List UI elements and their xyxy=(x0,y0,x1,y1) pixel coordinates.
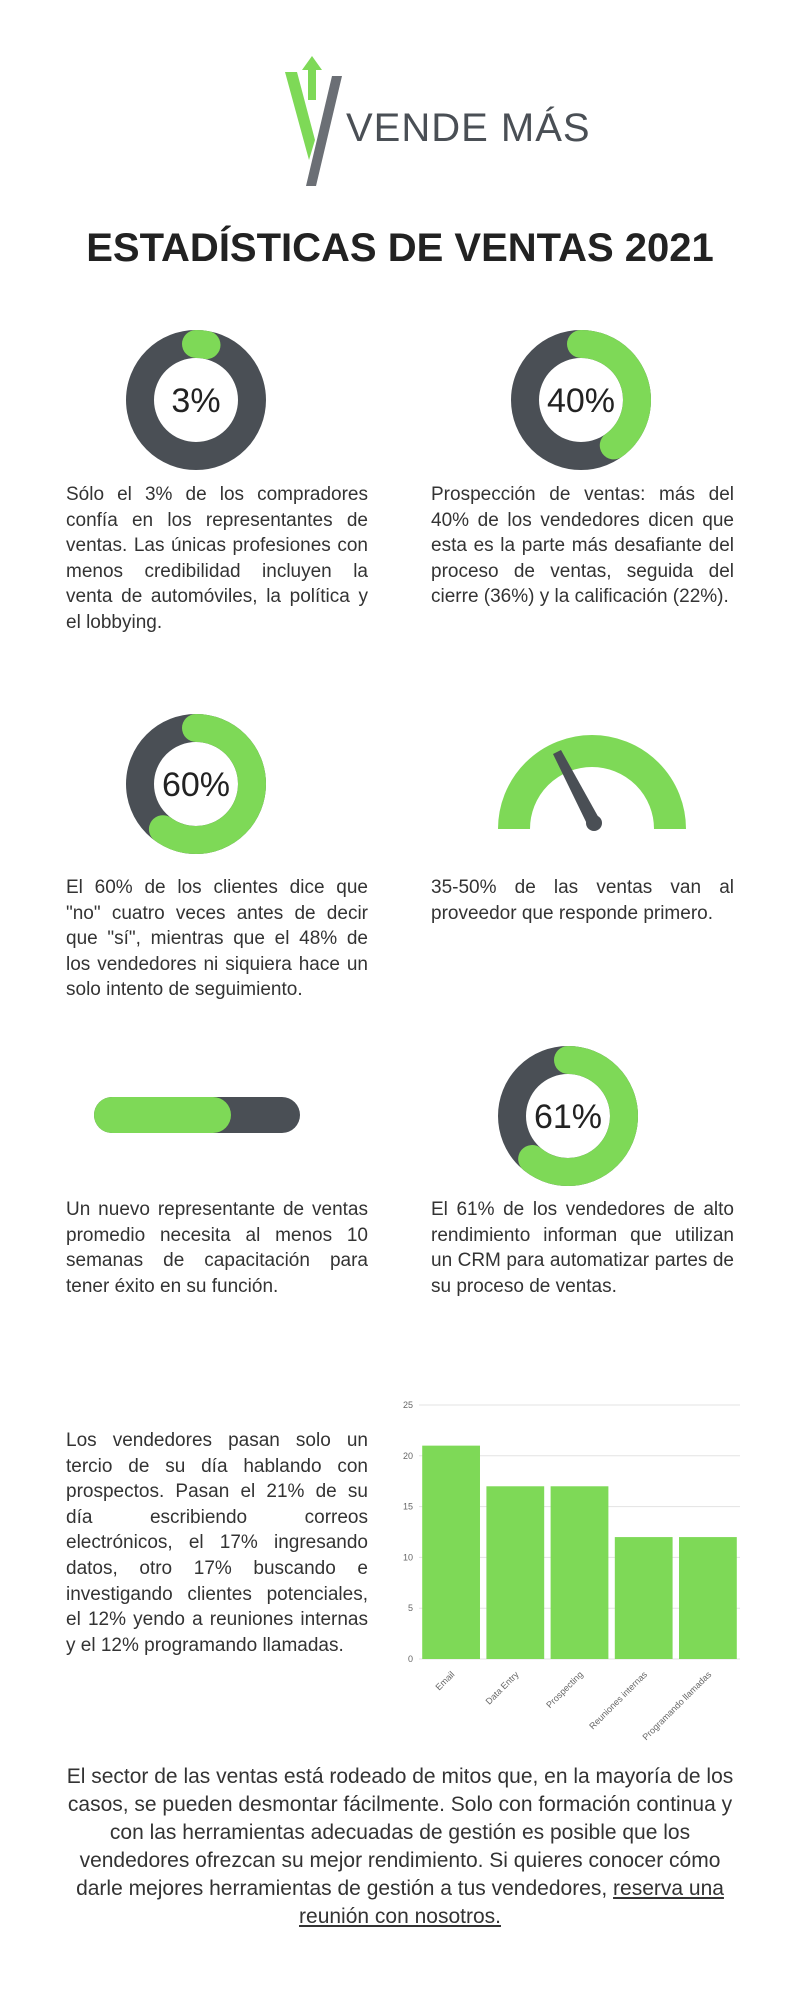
brand: VENDE MÁS xyxy=(346,106,591,150)
y-tick-label: 25 xyxy=(403,1400,413,1410)
bar xyxy=(550,1486,609,1659)
y-tick-label: 5 xyxy=(408,1603,413,1613)
bar xyxy=(679,1537,737,1659)
donut-arc xyxy=(126,714,266,854)
bar xyxy=(614,1537,673,1659)
stat-text: Los vendedores pasan solo un tercio de s… xyxy=(66,1430,368,1656)
stat-text: Sólo el 3% de los compradores confía en … xyxy=(66,484,368,633)
donut-label: 60% xyxy=(162,766,230,804)
y-tick-label: 10 xyxy=(403,1552,413,1562)
stat-text: 35-50% de las ventas van al proveedor qu… xyxy=(431,877,734,924)
title: ESTADÍSTICAS DE VENTAS 2021 xyxy=(86,226,714,270)
y-tick-label: 20 xyxy=(403,1451,413,1461)
donut-label: 61% xyxy=(534,1098,602,1136)
stat-text: El 61% de los vendedores de alto rendimi… xyxy=(431,1199,734,1297)
donut-arc xyxy=(498,1046,638,1186)
donut-arc xyxy=(126,330,266,470)
bar xyxy=(486,1486,545,1659)
stat-text: El 60% de los clientes dice que "no" cua… xyxy=(66,877,368,1001)
x-tick-label: Data Entry xyxy=(484,1669,521,1706)
x-tick-label: Prospecting xyxy=(544,1669,585,1710)
bar xyxy=(422,1445,480,1659)
progress-bar xyxy=(94,1097,300,1133)
x-tick-label: Email xyxy=(434,1669,457,1692)
gauge xyxy=(498,735,686,831)
logo-icon xyxy=(285,56,342,186)
footer: El sector de las ventas está rodeado de … xyxy=(60,1763,740,1931)
y-tick-label: 15 xyxy=(403,1502,413,1512)
y-tick-label: 0 xyxy=(408,1654,413,1664)
donut-arc xyxy=(511,330,651,470)
stat-text: Un nuevo representante de ventas promedi… xyxy=(66,1199,368,1297)
footer-text: El sector de las ventas está rodeado de … xyxy=(66,1765,734,1900)
footer-link[interactable]: reserva una reunión con nosotros. xyxy=(299,1877,724,1928)
x-tick-label: Reuniones internas xyxy=(587,1669,649,1731)
stat-text: Prospección de ventas: más del 40% de lo… xyxy=(431,484,734,608)
donut-label: 3% xyxy=(171,382,220,420)
donut-label: 40% xyxy=(547,382,615,420)
x-tick-label: Programando llamadas xyxy=(640,1669,713,1742)
